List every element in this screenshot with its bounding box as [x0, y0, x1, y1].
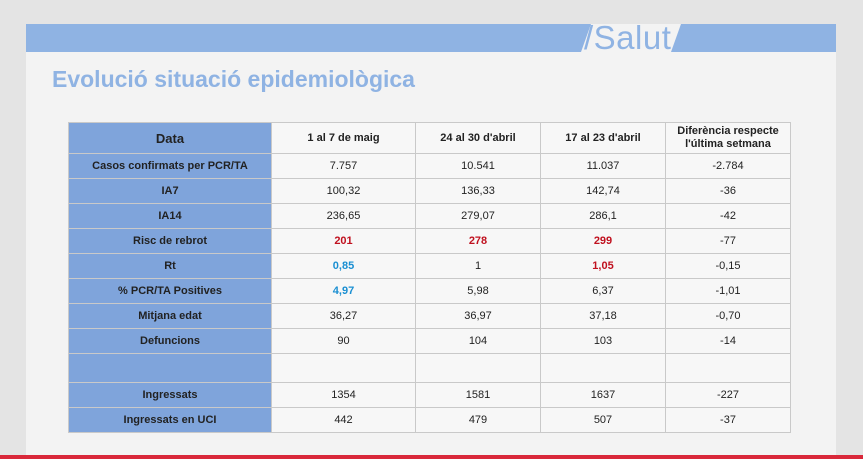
- spacer-cell: [68, 353, 272, 383]
- table-cell: 36,27: [271, 303, 416, 329]
- table-cell-highlight: 4,97: [271, 278, 416, 304]
- table-cell: 103: [540, 328, 666, 354]
- table-cell: -1,01: [665, 278, 791, 304]
- row-label: Defuncions: [68, 328, 272, 354]
- table-header-row: Data 1 al 7 de maig 24 al 30 d'abril 17 …: [68, 122, 791, 154]
- table-row: IA14 236,65 279,07 286,1 -42: [68, 203, 791, 229]
- table-cell: 90: [271, 328, 416, 354]
- row-label: Casos confirmats per PCR/TA: [68, 153, 272, 179]
- table-cell: 286,1: [540, 203, 666, 229]
- table-cell: 11.037: [540, 153, 666, 179]
- table-cell: 36,97: [415, 303, 541, 329]
- table-cell: 7.757: [271, 153, 416, 179]
- row-label: IA7: [68, 178, 272, 204]
- brand-slash-shape: [581, 24, 591, 52]
- table-cell: 279,07: [415, 203, 541, 229]
- table-cell: 1354: [271, 382, 416, 408]
- table-cell: 136,33: [415, 178, 541, 204]
- table-cell: 6,37: [540, 278, 666, 304]
- row-label: IA14: [68, 203, 272, 229]
- table-cell-highlight: 201: [271, 228, 416, 254]
- table-cell-highlight: 299: [540, 228, 666, 254]
- bottom-accent-strip: [0, 455, 863, 459]
- spacer-cell: [540, 353, 666, 383]
- table-cell: 100,32: [271, 178, 416, 204]
- row-label: % PCR/TA Positives: [68, 278, 272, 304]
- row-label: Ingressats en UCI: [68, 407, 272, 433]
- table-cell: 1: [415, 253, 541, 279]
- table-cell: 479: [415, 407, 541, 433]
- brand-area: [581, 24, 836, 52]
- table-cell: 507: [540, 407, 666, 433]
- row-label: Ingressats: [68, 382, 272, 408]
- table-cell: 1581: [415, 382, 541, 408]
- table-row: Ingressats 1354 1581 1637 -227: [68, 382, 791, 408]
- slide: /Salut Evolució situació epidemiològica …: [26, 19, 836, 459]
- table-cell: -37: [665, 407, 791, 433]
- table-cell: -36: [665, 178, 791, 204]
- table-row: Casos confirmats per PCR/TA 7.757 10.541…: [68, 153, 791, 179]
- table-row: % PCR/TA Positives 4,97 5,98 6,37 -1,01: [68, 278, 791, 304]
- table-cell: -42: [665, 203, 791, 229]
- table-row: IA7 100,32 136,33 142,74 -36: [68, 178, 791, 204]
- brand-logo: /Salut: [584, 19, 672, 56]
- table-cell: 5,98: [415, 278, 541, 304]
- table-cell-highlight: 1,05: [540, 253, 666, 279]
- table-cell: 37,18: [540, 303, 666, 329]
- table-cell-highlight: 0,85: [271, 253, 416, 279]
- epidemiology-table: Data 1 al 7 de maig 24 al 30 d'abril 17 …: [68, 122, 791, 433]
- table-row: Ingressats en UCI 442 479 507 -37: [68, 407, 791, 433]
- table-cell: -2.784: [665, 153, 791, 179]
- page-title: Evolució situació epidemiològica: [52, 66, 415, 92]
- table-cell: 236,65: [271, 203, 416, 229]
- column-header: 17 al 23 d'abril: [540, 122, 666, 154]
- column-header: Data: [68, 122, 272, 154]
- table-cell: 442: [271, 407, 416, 433]
- table-cell: -14: [665, 328, 791, 354]
- table-spacer-row: [68, 353, 791, 383]
- column-header: Diferència respecte l'última setmana: [665, 122, 791, 154]
- column-header: 1 al 7 de maig: [271, 122, 416, 154]
- table-cell-highlight: 278: [415, 228, 541, 254]
- table-cell: 1637: [540, 382, 666, 408]
- table-row: Mitjana edat 36,27 36,97 37,18 -0,70: [68, 303, 791, 329]
- table-cell: 142,74: [540, 178, 666, 204]
- table-cell: 104: [415, 328, 541, 354]
- row-label: Rt: [68, 253, 272, 279]
- spacer-cell: [665, 353, 791, 383]
- column-header: 24 al 30 d'abril: [415, 122, 541, 154]
- brand-right-block: [671, 24, 836, 52]
- spacer-cell: [271, 353, 416, 383]
- table-cell: -0,70: [665, 303, 791, 329]
- table-row: Rt 0,85 1 1,05 -0,15: [68, 253, 791, 279]
- table-cell: -77: [665, 228, 791, 254]
- spacer-cell: [415, 353, 541, 383]
- table-row: Defuncions 90 104 103 -14: [68, 328, 791, 354]
- table-row: Risc de rebrot 201 278 299 -77: [68, 228, 791, 254]
- row-label: Mitjana edat: [68, 303, 272, 329]
- table-cell: 10.541: [415, 153, 541, 179]
- table-cell: -227: [665, 382, 791, 408]
- row-label: Risc de rebrot: [68, 228, 272, 254]
- table-cell: -0,15: [665, 253, 791, 279]
